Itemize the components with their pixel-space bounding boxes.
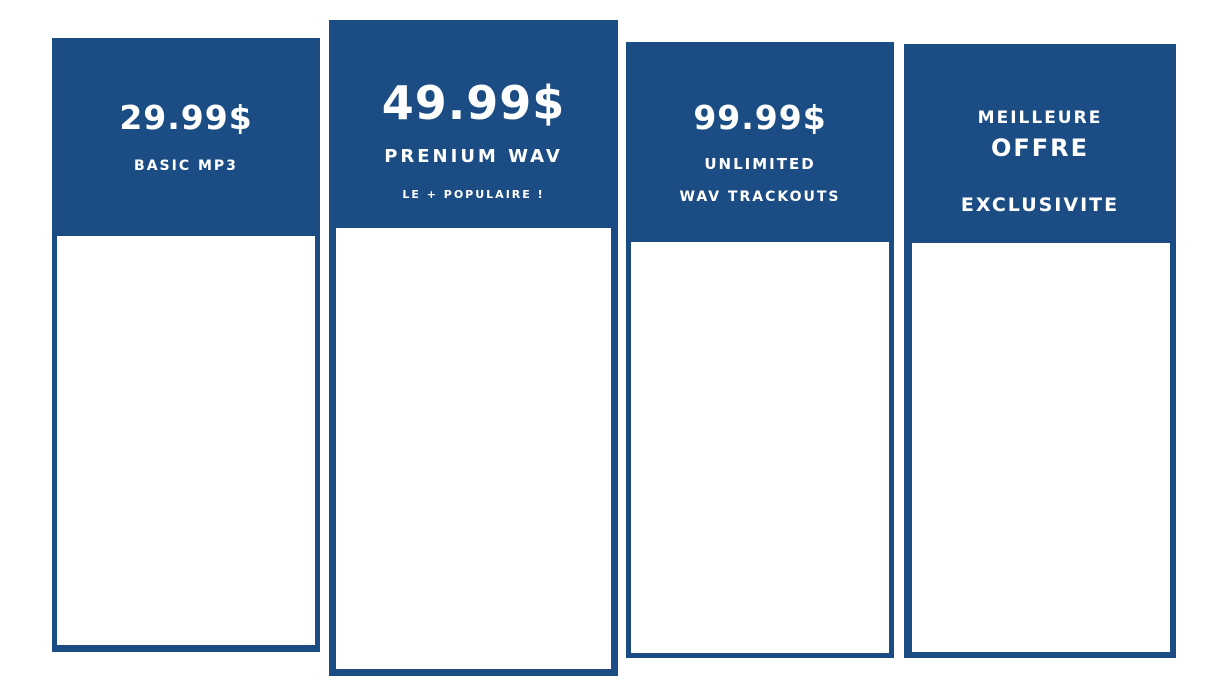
pricing-card-unlimited[interactable]: 99.99$ UNLIMITED WAV TRACKOUTS — [626, 42, 894, 658]
plan-name: UNLIMITED — [704, 155, 816, 173]
plan-note: LE + POPULAIRE ! — [402, 188, 545, 201]
plan-label-main: OFFRE — [990, 134, 1090, 162]
plan-price: 29.99$ — [119, 98, 253, 137]
pricing-card-content — [336, 228, 611, 669]
pricing-card-basic-mp3[interactable]: 29.99$ BASIC MP3 — [52, 38, 320, 652]
plan-name: BASIC MP3 — [134, 158, 238, 174]
pricing-card-premium-wav[interactable]: 49.99$ PRENIUM WAV LE + POPULAIRE ! — [329, 20, 618, 676]
pricing-card-exclusive[interactable]: MEILLEURE OFFRE EXCLUSIVITE — [904, 44, 1176, 658]
pricing-card-content — [912, 243, 1170, 652]
plan-price: 99.99$ — [693, 98, 827, 137]
plan-note: WAV TRACKOUTS — [679, 189, 841, 205]
plan-name: PRENIUM WAV — [384, 146, 563, 167]
pricing-card-content — [57, 236, 315, 645]
plan-price: 49.99$ — [381, 76, 566, 130]
pricing-card-content — [631, 242, 889, 653]
plan-name: EXCLUSIVITE — [960, 194, 1120, 216]
plan-label-top: MEILLEURE — [977, 108, 1103, 128]
